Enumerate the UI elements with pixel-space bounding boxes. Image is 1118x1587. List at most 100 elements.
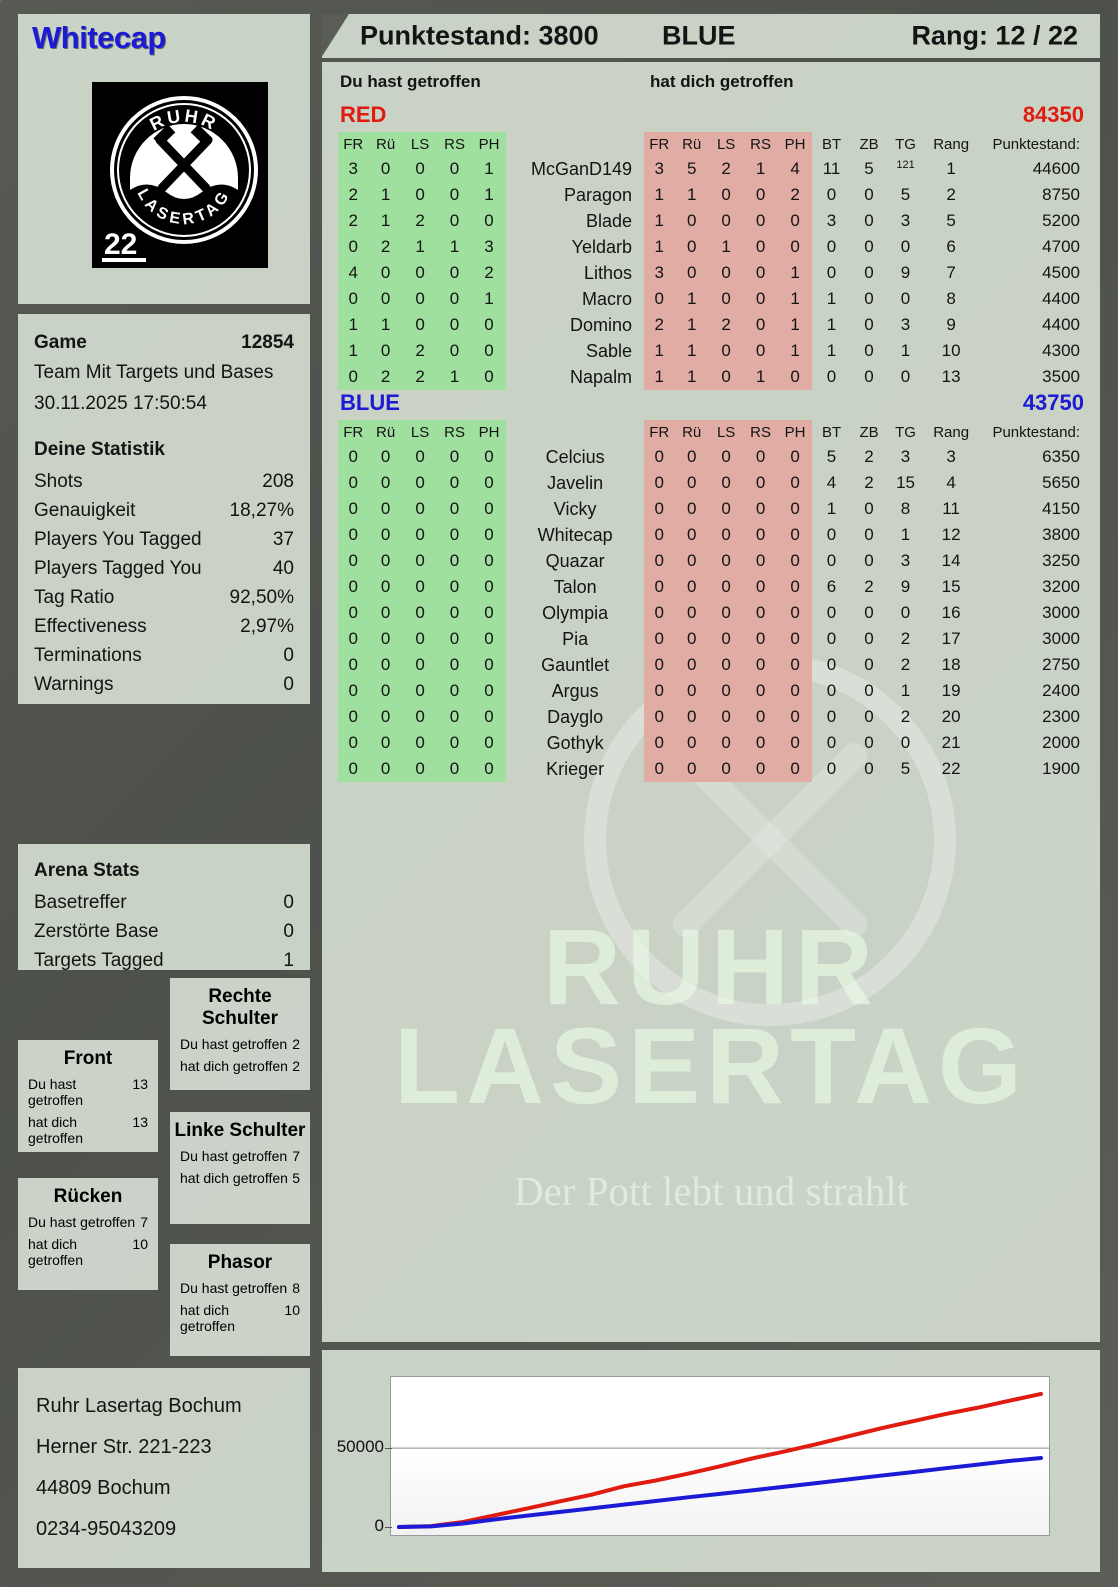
stat-value: 0	[283, 645, 294, 666]
cell-player-name[interactable]: Krieger	[546, 758, 605, 779]
cell-you: 0	[437, 756, 472, 782]
cell-player-name[interactable]: Macro	[582, 288, 633, 309]
team-label: RED	[340, 102, 387, 127]
table-row[interactable]: 2 1 2 0 0 Blade 1 0 0 0 0 3 0 3 5 5200	[338, 208, 1084, 234]
table-row[interactable]: 0 0 0 0 0 Talon 0 0 0 0 0 6 2 9 15 3200	[338, 574, 1084, 600]
cell-you: 1	[368, 312, 403, 338]
cell-player-name[interactable]: Yeldarb	[571, 236, 633, 257]
cell-zb: 0	[864, 733, 874, 752]
table-row[interactable]: 0 0 0 0 0 Vicky 0 0 0 0 0 1 0 8 11 4150	[338, 496, 1084, 522]
cell-you: 1	[368, 182, 403, 208]
cell-you: 0	[368, 496, 403, 522]
address-line: Herner Str. 221-223	[36, 1436, 212, 1458]
team-total-score: 84350	[1022, 102, 1084, 127]
cell-player-name[interactable]: Olympia	[542, 602, 609, 623]
cell-you: 0	[402, 260, 438, 286]
cell-points: 3000	[1042, 629, 1080, 648]
cell-player-name[interactable]: Gauntlet	[541, 654, 610, 675]
cell-player-name[interactable]: Lithos	[584, 262, 633, 283]
cell-player-name[interactable]: Paragon	[564, 184, 633, 205]
table-row[interactable]: 2 1 0 0 1 Paragon 1 1 0 0 2 0 0 5 2 8750	[338, 182, 1084, 208]
cell-them: 0	[708, 678, 744, 704]
cell-points: 4400	[1042, 289, 1080, 308]
cell-them: 2	[708, 312, 744, 338]
cell-you: 0	[368, 704, 403, 730]
cell-zb: 2	[864, 577, 874, 596]
bodypart-title: Rechte Schulter	[201, 986, 279, 1029]
cell-zb: 2	[864, 473, 874, 492]
table-row[interactable]: 1 0 2 0 0 Sable 1 1 0 0 1 1 0 1 10 4300	[338, 338, 1084, 364]
cell-rang: 17	[941, 629, 961, 648]
cell-points: 4150	[1042, 499, 1080, 518]
table-row[interactable]: 0 0 0 0 0 Whitecap 0 0 0 0 0 0 0 1 12 3800	[338, 522, 1084, 548]
bodypart-you-label: Du hast getroffen	[180, 1148, 288, 1164]
cell-player-name[interactable]: Gothyk	[546, 732, 604, 753]
table-row[interactable]: 1 1 0 0 0 Domino 2 1 2 0 1 1 0 3 9 4400	[338, 312, 1084, 338]
cell-player-name[interactable]: Vicky	[553, 498, 597, 519]
col-head-general: BT	[821, 135, 842, 153]
bodypart-them-label: hat dich getroffen	[28, 1114, 84, 1146]
cell-player-name[interactable]: Argus	[551, 680, 599, 701]
stat-label: Shots	[34, 471, 83, 492]
address-line: 0234-95043209	[36, 1518, 177, 1540]
cell-you: 0	[402, 444, 438, 470]
cell-points: 3000	[1042, 603, 1080, 622]
cell-them: 1	[644, 338, 675, 364]
table-row[interactable]: 0 0 0 0 0 Quazar 0 0 0 0 0 0 0 3 14 3250	[338, 548, 1084, 574]
cell-you: 1	[437, 364, 472, 390]
cell-them: 1	[674, 338, 709, 364]
table-row[interactable]: 0 0 0 0 0 Argus 0 0 0 0 0 0 0 1 19 2400	[338, 678, 1084, 704]
table-row[interactable]: 0 2 2 1 0 Napalm 1 1 0 1 0 0 0 0 13 3500	[338, 364, 1084, 390]
address-line: 44809 Bochum	[36, 1477, 171, 1499]
cell-player-name[interactable]: Celcius	[545, 446, 605, 467]
chart-y-tick-label: 50000	[336, 1437, 384, 1457]
table-row[interactable]: 0 0 0 0 0 Celcius 0 0 0 0 0 5 2 3 3 6350	[338, 444, 1084, 470]
table-row[interactable]: 0 2 1 1 3 Yeldarb 1 0 1 0 0 0 0 0 6 4700	[338, 234, 1084, 260]
cell-you: 2	[338, 182, 369, 208]
cell-player-name[interactable]: Sable	[586, 340, 633, 361]
table-row[interactable]: 0 0 0 0 1 Macro 0 1 0 0 1 1 0 0 8 4400	[338, 286, 1084, 312]
cell-rang: 10	[941, 341, 961, 360]
cell-them: 0	[708, 652, 744, 678]
stat-value: 37	[272, 529, 294, 550]
stat-row: Players You Tagged 37	[34, 525, 294, 554]
table-row[interactable]: 3 0 0 0 1 McGanD149 3 5 2 1 4 11 5 121 1 44600	[338, 156, 1084, 182]
cell-bt: 6	[826, 577, 837, 596]
table-row[interactable]: 0 0 0 0 0 Gothyk 0 0 0 0 0 0 0 0 21 2000	[338, 730, 1084, 756]
cell-player-name[interactable]: Quazar	[545, 550, 605, 571]
cell-player-name[interactable]: Javelin	[547, 472, 604, 493]
cell-player-name[interactable]: Napalm	[570, 366, 633, 387]
table-row[interactable]: 0 0 0 0 0 Javelin 0 0 0 0 0 4 2 15 4 5650	[338, 470, 1084, 496]
stat-row: Shots 208	[34, 467, 294, 496]
table-row[interactable]: 0 0 0 0 0 Dayglo 0 0 0 0 0 0 0 2 20 2300	[338, 704, 1084, 730]
cell-them: 0	[743, 444, 778, 470]
table-row[interactable]: 0 0 0 0 0 Olympia 0 0 0 0 0 0 0 0 16 3000	[338, 600, 1084, 626]
cell-you: 0	[338, 364, 369, 390]
cell-player-name[interactable]: Domino	[570, 314, 633, 335]
cell-rang: 15	[941, 577, 961, 596]
cell-zb: 5	[864, 159, 874, 178]
cell-you: 0	[437, 678, 472, 704]
table-row[interactable]: 0 0 0 0 0 Pia 0 0 0 0 0 0 0 2 17 3000	[338, 626, 1084, 652]
cell-you: 0	[368, 730, 403, 756]
cell-player-name[interactable]: Pia	[562, 628, 589, 649]
hit-you-heading: hat dich getroffen	[650, 72, 794, 91]
table-row[interactable]: 0 0 0 0 0 Krieger 0 0 0 0 0 0 0 5 22 1900	[338, 756, 1084, 782]
cell-them: 0	[708, 208, 744, 234]
col-head-you: FR	[338, 420, 369, 444]
cell-them: 2	[644, 312, 675, 338]
game-stats-panel: Game 12854 Team Mit Targets und Bases 30…	[18, 314, 310, 704]
cell-player-name[interactable]: McGanD149	[531, 158, 633, 179]
cell-you: 0	[368, 286, 403, 312]
cell-player-name[interactable]: Dayglo	[547, 706, 604, 727]
cell-tg: 121	[896, 158, 915, 171]
cell-you: 1	[437, 234, 472, 260]
bodypart-you-row: Du hast getroffen 2	[170, 1030, 310, 1052]
cell-bt: 4	[826, 473, 837, 492]
cell-player-name[interactable]: Talon	[553, 576, 597, 597]
table-row[interactable]: 4 0 0 0 2 Lithos 3 0 0 0 1 0 0 9 7 4500	[338, 260, 1084, 286]
cell-player-name[interactable]: Blade	[586, 210, 633, 231]
table-row[interactable]: 0 0 0 0 0 Gauntlet 0 0 0 0 0 0 0 2 18 2750	[338, 652, 1084, 678]
stat-value: 0	[283, 674, 294, 695]
cell-player-name[interactable]: Whitecap	[537, 524, 613, 545]
